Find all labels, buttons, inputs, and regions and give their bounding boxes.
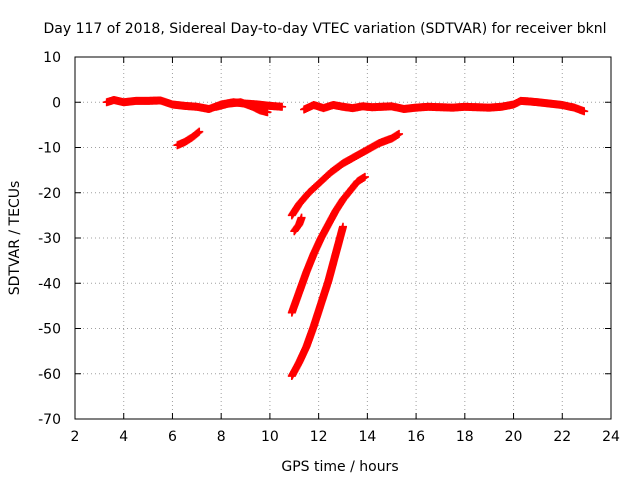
y-tick-label: -40 [38, 276, 61, 292]
series-arc-2 [212, 98, 272, 117]
data-point [339, 222, 347, 231]
data-point [360, 172, 369, 181]
series-arc-3 [173, 127, 204, 150]
y-tick-label: -50 [38, 322, 61, 338]
y-tick-label: 10 [43, 50, 61, 66]
y-tick-label: -70 [38, 412, 61, 428]
x-tick-label: 2 [71, 429, 80, 445]
x-tick-label: 22 [553, 429, 571, 445]
x-tick-label: 16 [407, 429, 425, 445]
x-tick-label: 4 [119, 429, 128, 445]
y-tick-label: 0 [52, 95, 61, 111]
series-arc-5 [287, 129, 404, 220]
x-axis-label: GPS time / hours [281, 459, 398, 475]
data-point [278, 102, 287, 111]
x-tick-label: 6 [168, 429, 177, 445]
y-tick-label: -20 [38, 186, 61, 202]
grid-lines [75, 57, 611, 419]
x-tick-label: 8 [217, 429, 226, 445]
y-tick-label: -60 [38, 367, 61, 383]
series-arc-4 [300, 96, 589, 116]
series-arc-7 [287, 172, 369, 317]
x-tick-label: 10 [261, 429, 279, 445]
chart-title: Day 117 of 2018, Sidereal Day-to-day VTE… [44, 21, 607, 37]
x-tick-label: 24 [602, 429, 620, 445]
x-tick-label: 14 [358, 429, 376, 445]
axis-ticks: 2 4 6 8 10 12 14 16 18 20 22 24100-10-20-30-40-50-6… [38, 50, 620, 445]
y-axis-label: SDTVAR / TECUs [7, 181, 23, 296]
data-point [263, 108, 272, 117]
series-arc-8 [287, 222, 347, 381]
series-arc-6 [290, 213, 306, 236]
data-point [195, 127, 204, 136]
x-tick-label: 18 [456, 429, 474, 445]
data-point [395, 129, 404, 138]
x-tick-label: 12 [310, 429, 328, 445]
data-point [580, 107, 589, 116]
y-tick-label: -10 [38, 141, 61, 157]
y-tick-label: -30 [38, 231, 61, 247]
data-points [102, 95, 589, 381]
data-point [297, 213, 306, 222]
x-tick-label: 20 [505, 429, 523, 445]
